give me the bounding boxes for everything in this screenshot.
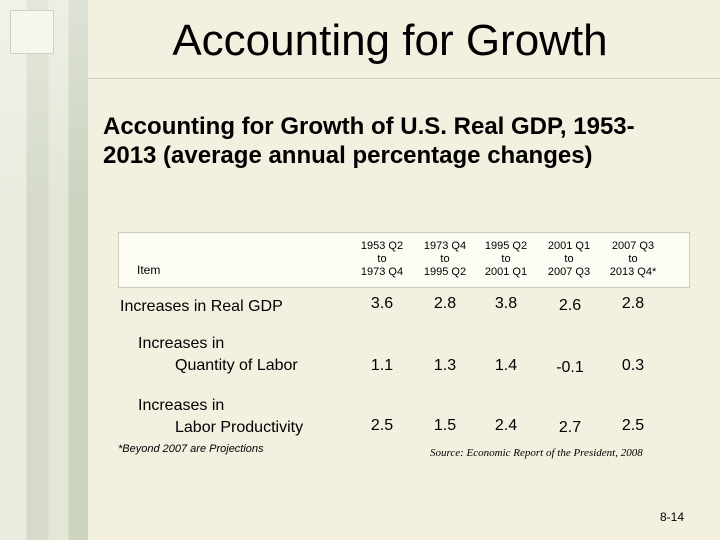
item-column-header: Item: [137, 263, 161, 277]
column-header-1-line2: to: [377, 253, 387, 265]
corner-square: [10, 10, 54, 54]
table-cell: 2.4: [494, 417, 518, 434]
left-decorative-strip: [0, 0, 88, 540]
table-cell: 2.7: [558, 419, 582, 436]
row-label-productivity-line2: Labor Productivity: [175, 419, 304, 436]
column-header-2-line3: 1995 Q2: [423, 266, 467, 278]
column-header-1-line1: 1953 Q2: [360, 240, 404, 252]
column-header-4-line2: to: [564, 253, 574, 265]
table-cell: 0.3: [621, 357, 645, 374]
column-header-1-line3: 1973 Q4: [360, 266, 404, 278]
row-label-labor-line2: Quantity of Labor: [175, 357, 298, 374]
table-heading: Accounting for Growth of U.S. Real GDP, …: [103, 113, 635, 169]
table-cell: 1.4: [494, 357, 518, 374]
title-area: Accounting for Growth: [0, 0, 720, 82]
table-cell: 2.8: [621, 295, 645, 312]
column-header-3-line2: to: [501, 253, 511, 265]
row-label-labor-line1: Increases in: [138, 335, 225, 352]
row-label-productivity-line1: Increases in: [138, 397, 225, 414]
table-cell: 1.5: [433, 417, 457, 434]
column-header-4: 2001 Q1 to 2007 Q3: [534, 240, 604, 279]
table-cell: 2.8: [433, 295, 457, 312]
slide-title: Accounting for Growth: [172, 16, 608, 65]
table-cell: -0.1: [556, 359, 584, 376]
column-header-4-line3: 2007 Q3: [547, 266, 591, 278]
table-cell: 1.3: [433, 357, 457, 374]
row-label-real-gdp: Increases in Real GDP: [120, 298, 283, 315]
table-cell: 3.6: [370, 295, 394, 312]
column-header-5-line2: to: [628, 253, 638, 265]
column-header-1: 1953 Q2 to 1973 Q4: [347, 240, 417, 279]
table-cell: 2.5: [621, 417, 645, 434]
table-source: Source: Economic Report of the President…: [430, 447, 643, 459]
table-cell: 1.1: [370, 357, 394, 374]
column-header-5: 2007 Q3 to 2013 Q4*: [598, 240, 668, 279]
table-footnote: *Beyond 2007 are Projections: [118, 443, 264, 455]
column-header-3-line3: 2001 Q1: [484, 266, 528, 278]
column-header-2: 1973 Q4 to 1995 Q2: [410, 240, 480, 279]
left-strip-bands: [0, 0, 88, 540]
column-header-5-line3: 2013 Q4*: [609, 266, 657, 278]
column-header-2-line1: 1973 Q4: [423, 240, 467, 252]
column-header-3: 1995 Q2 to 2001 Q1: [471, 240, 541, 279]
table-cell: 2.5: [370, 417, 394, 434]
table-header-box: [118, 232, 690, 288]
column-header-2-line2: to: [440, 253, 450, 265]
column-header-3-line1: 1995 Q2: [484, 240, 528, 252]
column-header-5-line1: 2007 Q3: [611, 240, 655, 252]
column-header-4-line1: 2001 Q1: [547, 240, 591, 252]
title-divider: [88, 78, 720, 79]
table-cell: 2.6: [558, 297, 582, 314]
slide-number: 8-14: [660, 510, 685, 524]
table-cell: 3.8: [494, 295, 518, 312]
